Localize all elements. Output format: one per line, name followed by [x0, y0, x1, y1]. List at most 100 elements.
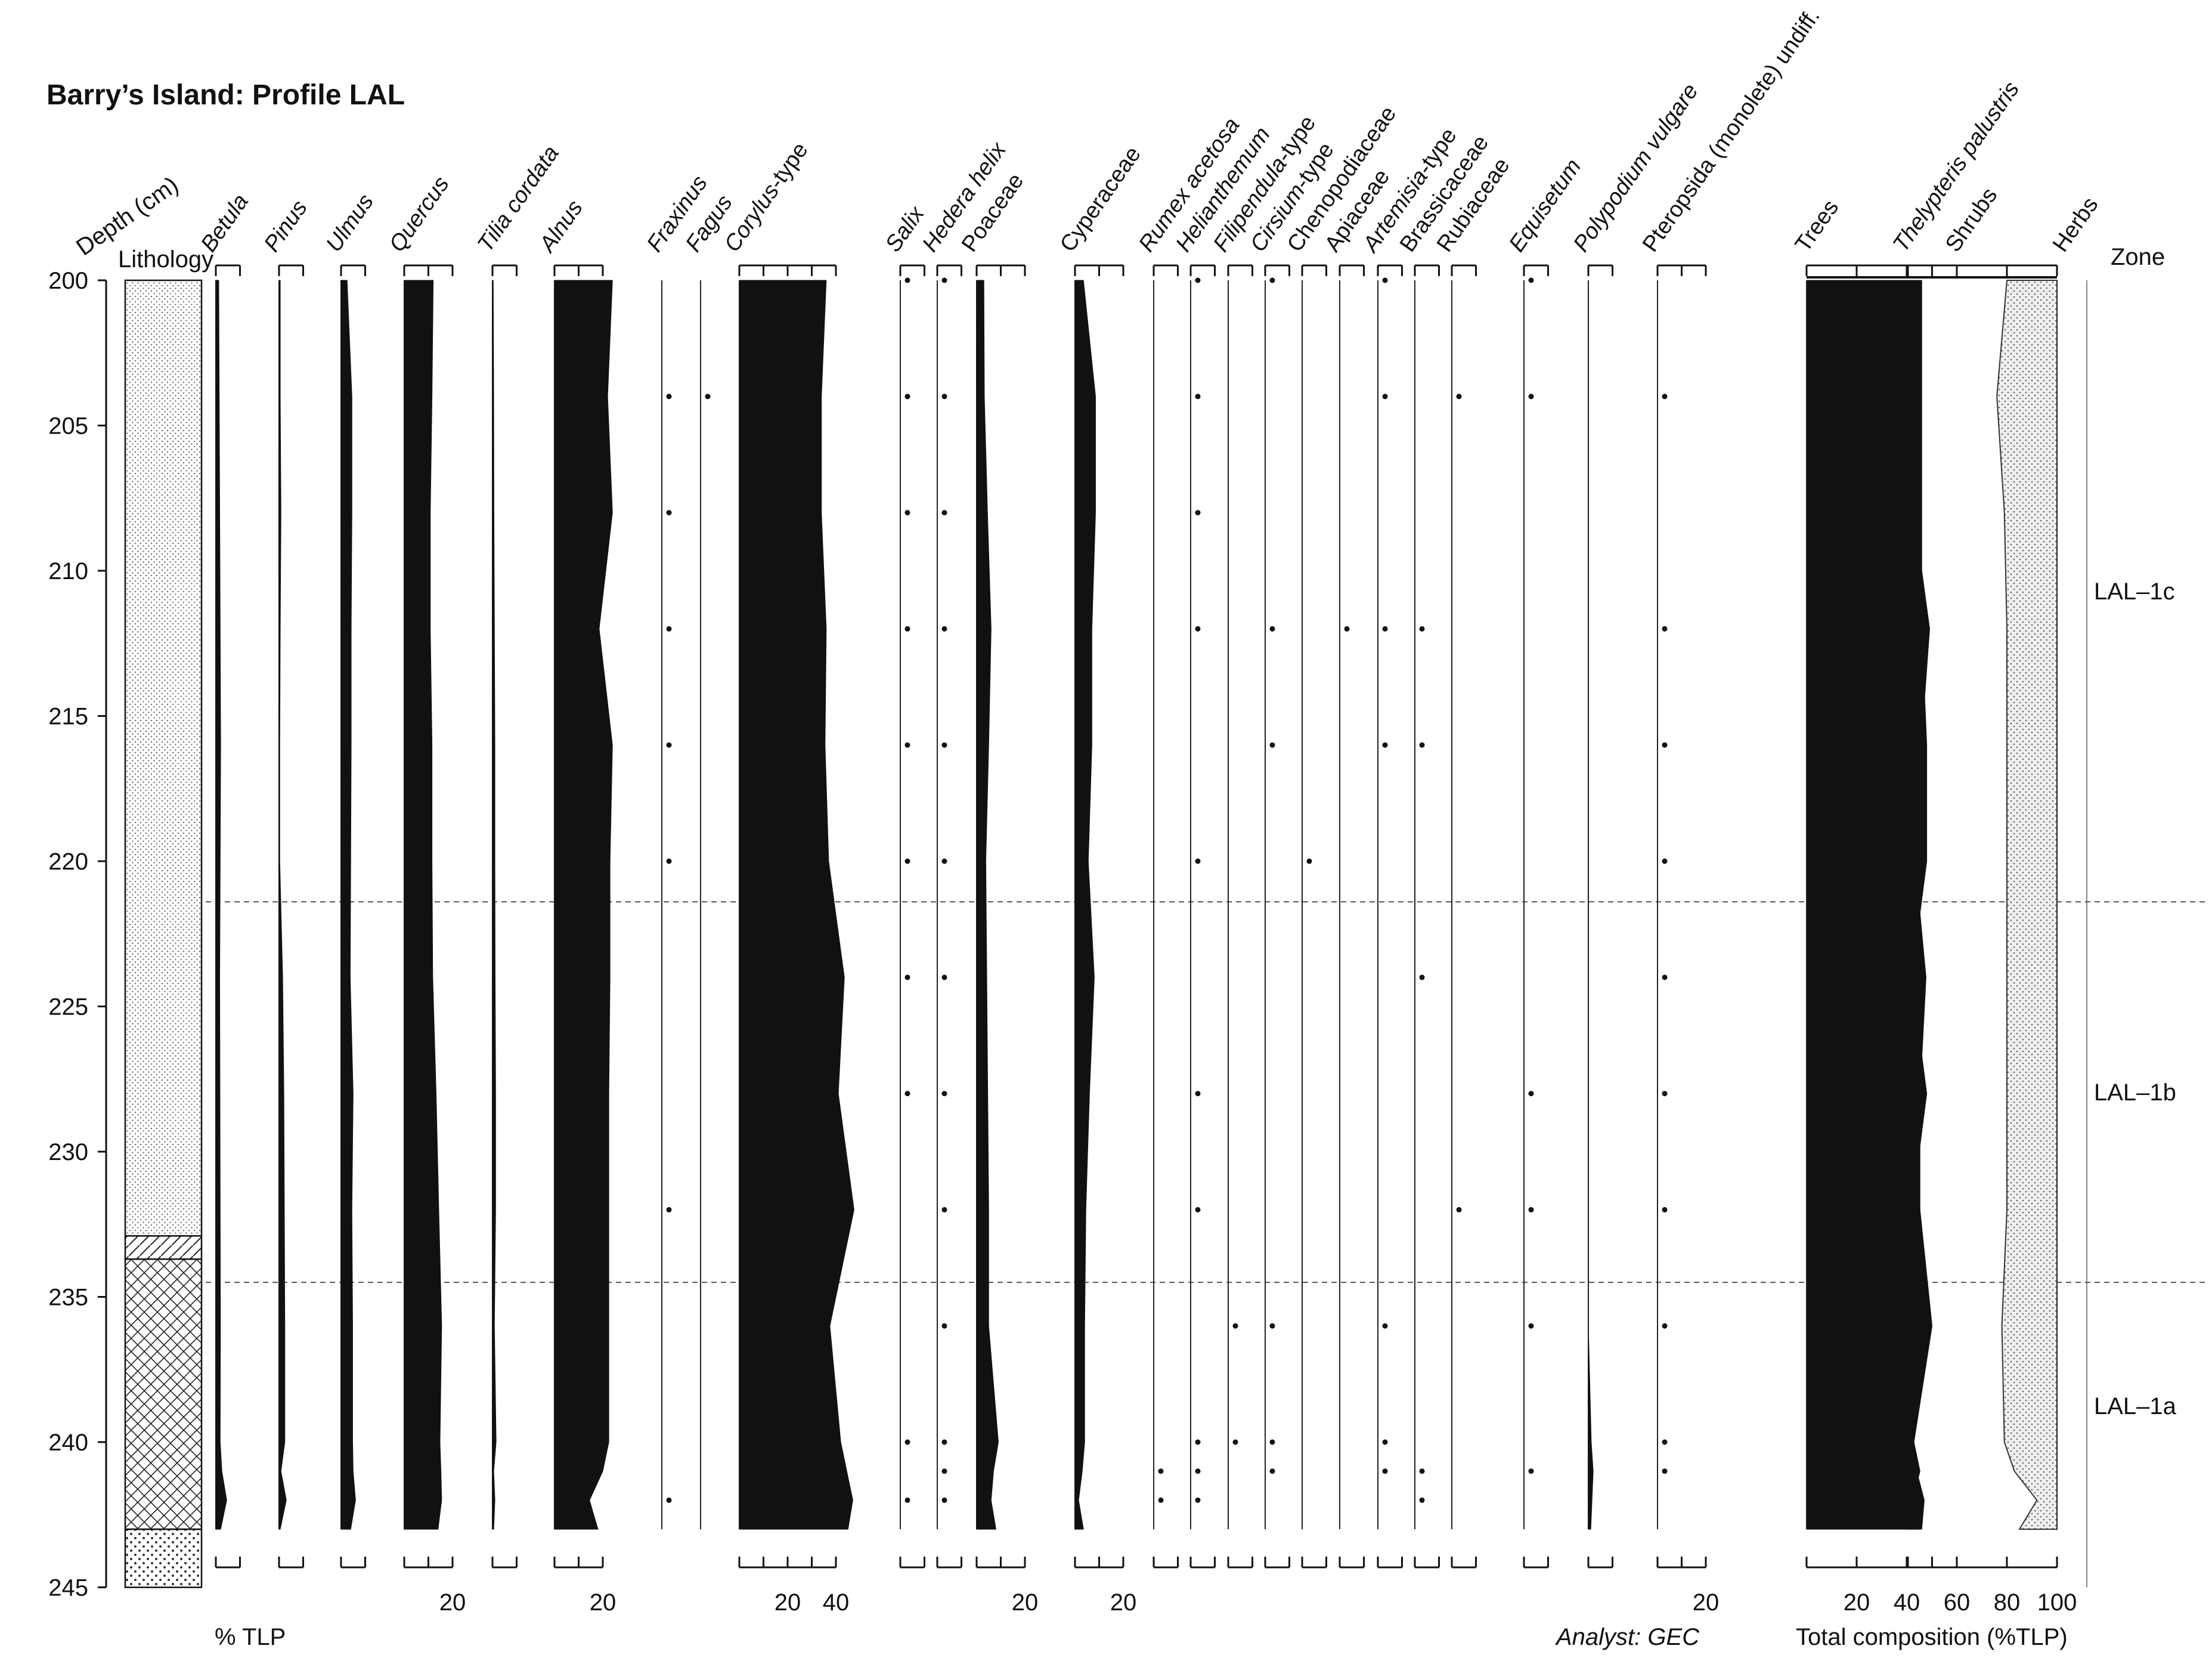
taxon-presence-dot	[941, 858, 947, 864]
taxon-presence-dot	[941, 975, 947, 980]
taxon-presence-dot	[1269, 1468, 1275, 1474]
depth-tick-label: 220	[48, 849, 88, 875]
taxon-curve	[554, 280, 613, 1530]
taxon-tick-label: 40	[823, 1589, 850, 1616]
composition-tick-label: 60	[1944, 1589, 1971, 1616]
taxon-column: 20 Cyperaceae	[1055, 142, 1146, 1616]
taxon-presence-dot	[1662, 1207, 1668, 1212]
taxon-presence-dot	[1269, 742, 1275, 748]
composition-tick-label: 80	[1994, 1589, 2021, 1616]
taxon-column: Apiaceae	[1320, 165, 1395, 1569]
taxon-curve	[976, 280, 999, 1530]
taxon-presence-dot	[666, 858, 672, 864]
taxon-presence-dot	[941, 1323, 947, 1329]
taxon-name: Betula	[196, 190, 253, 256]
taxon-presence-dot	[941, 1468, 947, 1474]
taxon-tick-label: 20	[1110, 1589, 1137, 1616]
taxon-presence-dot	[941, 510, 947, 516]
taxon-presence-dot	[1528, 277, 1534, 283]
taxon-curve	[404, 280, 442, 1530]
composition-tick-label: 40	[1894, 1589, 1920, 1616]
lithology-unit	[124, 1258, 203, 1530]
taxon-presence-dot	[666, 510, 672, 516]
depth-tick-label: 245	[48, 1575, 88, 1601]
taxon-name: Alnus	[534, 196, 588, 258]
depth-axis: 200 205 210 215 220 225 230 235 240 245	[48, 268, 107, 1601]
lithology-unit	[124, 1528, 203, 1588]
taxon-column: 20 Alnus	[534, 196, 616, 1616]
taxon-presence-dot	[1419, 742, 1425, 748]
taxon-column: Ulmus	[321, 190, 379, 1569]
depth-tick-label: 235	[48, 1285, 88, 1311]
taxon-tick-label: 20	[774, 1589, 801, 1616]
taxon-presence-dot	[941, 1497, 947, 1503]
depth-tick-label: 225	[48, 994, 88, 1020]
zone-boundaries: LAL–1c LAL–1b LAL–1a	[206, 280, 2206, 1588]
taxon-presence-dot	[1306, 858, 1312, 864]
taxon-presence-dot	[705, 394, 711, 400]
taxon-column: Betula	[196, 190, 253, 1569]
taxon-column: 20 Quercus	[385, 172, 466, 1616]
taxon-presence-dot	[1662, 1468, 1668, 1474]
zone-label: LAL–1c	[2094, 579, 2175, 605]
lithology-column	[124, 279, 203, 1588]
taxon-presence-dot	[904, 1091, 910, 1097]
taxon-curve	[1074, 280, 1096, 1530]
taxon-presence-dot	[1158, 1497, 1164, 1503]
taxon-column: Tilia cordata	[473, 141, 564, 1569]
composition-group-label: Herbs	[2048, 193, 2103, 256]
taxon-presence-dot	[904, 1497, 910, 1503]
taxon-presence-dot	[904, 510, 910, 516]
taxon-presence-dot	[1344, 626, 1350, 632]
x-unit-label: % TLP	[215, 1624, 286, 1650]
taxon-presence-dot	[1195, 1207, 1201, 1212]
taxon-column: Polypodium vulgare	[1569, 79, 1703, 1569]
composition-group-label: Trees	[1790, 196, 1844, 257]
taxon-name: Pinus	[259, 196, 312, 256]
taxon-presence-dot	[1662, 858, 1668, 864]
taxon-presence-dot	[666, 394, 672, 400]
taxon-column: Brassicaceae	[1395, 131, 1494, 1569]
taxon-presence-dot	[941, 1091, 947, 1097]
lithology-unit	[124, 279, 203, 1237]
taxon-name: Quercus	[385, 172, 454, 256]
taxon-presence-dot	[1382, 1439, 1388, 1445]
taxon-presence-dot	[1382, 626, 1388, 632]
composition-tick-label: 100	[2037, 1589, 2077, 1616]
taxon-presence-dot	[1419, 626, 1425, 632]
taxon-presence-dot	[941, 742, 947, 748]
taxon-presence-dot	[904, 858, 910, 864]
composition-axis-label: Total composition (%TLP)	[1796, 1624, 2068, 1650]
taxon-presence-dot	[1195, 510, 1201, 516]
herbs-area	[1996, 280, 2058, 1530]
taxon-tick-label: 20	[1693, 1589, 1720, 1616]
taxon-curve	[215, 280, 227, 1530]
taxon-presence-dot	[1528, 1323, 1534, 1329]
taxon-presence-dot	[1382, 742, 1388, 748]
depth-tick-label: 230	[48, 1139, 88, 1165]
taxon-presence-dot	[1195, 1091, 1201, 1097]
taxon-presence-dot	[904, 1439, 910, 1445]
taxon-presence-dot	[666, 742, 672, 748]
taxon-presence-dot	[1528, 1207, 1534, 1212]
taxon-presence-dot	[1232, 1323, 1238, 1329]
taxon-curve	[739, 280, 854, 1530]
taxon-presence-dot	[1269, 277, 1275, 283]
taxon-column: Salix	[881, 201, 930, 1569]
composition-tick-label: 20	[1844, 1589, 1870, 1616]
zone-header: Zone	[2111, 244, 2165, 270]
taxon-presence-dot	[1419, 1497, 1425, 1503]
taxon-presence-dot	[1662, 1323, 1668, 1329]
taxon-presence-dot	[1232, 1439, 1238, 1445]
taxon-curve	[340, 280, 356, 1530]
zone-label: LAL–1b	[2094, 1079, 2176, 1106]
taxon-column: 20 40 Corylus-type	[720, 138, 854, 1616]
taxon-presence-dot	[941, 1207, 947, 1212]
taxon-presence-dot	[904, 975, 910, 980]
taxon-column: Fraxinus	[642, 171, 712, 1530]
taxon-column: Chenopodiaceae	[1282, 102, 1401, 1569]
taxon-curve	[492, 280, 497, 1530]
taxon-presence-dot	[1195, 858, 1201, 864]
